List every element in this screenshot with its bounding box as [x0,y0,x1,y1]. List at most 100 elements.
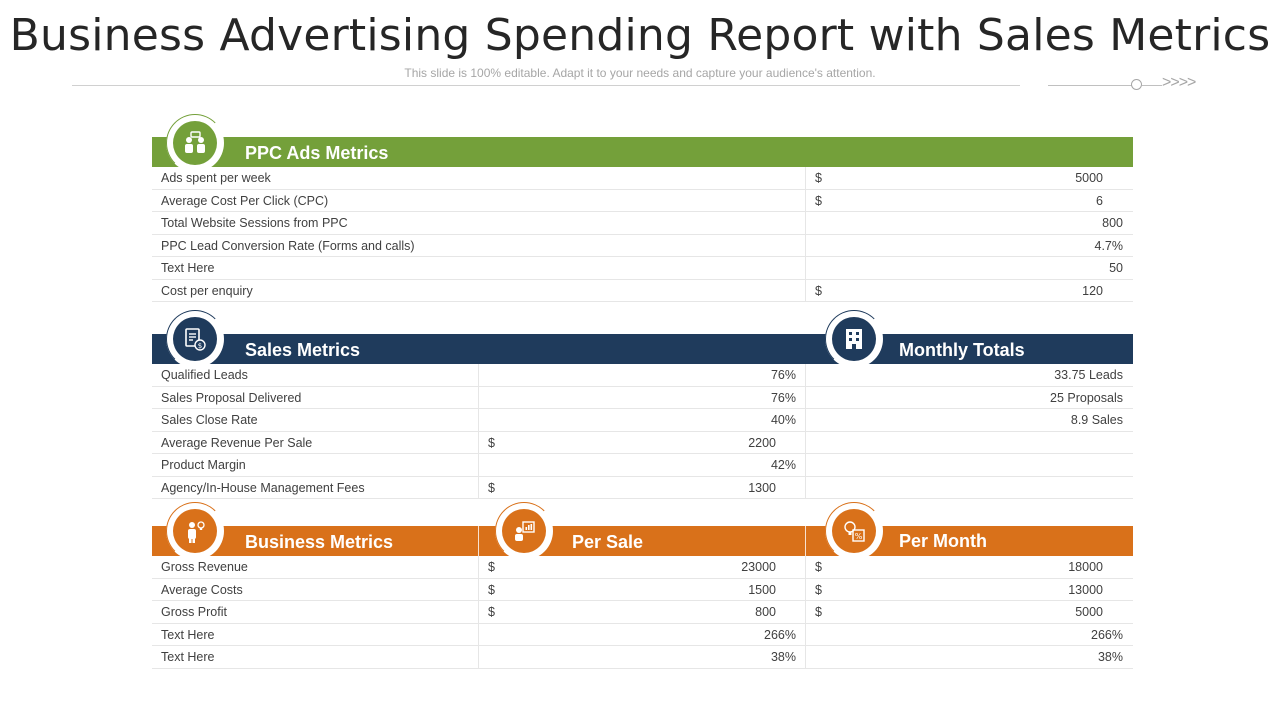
businessman-idea-icon [188,521,205,543]
row-value: 40% [770,413,796,427]
row-label: Average Cost Per Click (CPC) [161,193,329,208]
row-value: 42% [770,458,796,472]
row-label: Gross Profit [161,605,227,619]
row-label: Total Website Sessions from PPC [161,216,348,230]
business-metrics-header: Business Metrics Per Sale Per Month [152,526,1133,556]
row-currency: $ [815,283,822,298]
row-value: 4.7% [1094,238,1124,253]
row-per-month: 38% [1097,650,1123,664]
sales-metrics-header: Sales Metrics Monthly Totals [152,334,1133,364]
totals-icon-badge [825,310,883,368]
row-per-month: 5000 [1075,605,1103,619]
row-currency: $ [815,193,822,208]
table-row: Gross Profit $ 800 $ 5000 [152,601,1133,624]
header-divider [72,85,1020,86]
ppc-metrics-table: Ads spent per week $ 5000 Average Cost P… [152,167,1133,302]
row-label: Gross Revenue [161,560,248,574]
chevron-arrows-icon: >>>> [1162,74,1196,91]
row-monthly-total [912,477,1123,499]
row-month-currency: $ [815,605,822,619]
row-label: Text Here [161,627,215,642]
table-row: Text Here 266% 266% [152,623,1133,646]
row-monthly-total: 8.9 Sales [1070,413,1123,427]
row-currency: $ [815,171,822,185]
row-per-month: 266% [1091,627,1123,642]
table-row: Gross Revenue $ 23000 $ 18000 [152,556,1133,579]
header-divider-right [1048,85,1132,86]
table-row: Ads spent per week $ 5000 [152,167,1133,190]
row-monthly-total: 33.75 Leads [1054,368,1123,382]
monthly-totals-title: Monthly Totals [899,340,1025,360]
table-row: Average Revenue Per Sale $ 2200 [152,431,1133,454]
row-sale-currency: $ [488,605,495,619]
row-label: Cost per enquiry [161,283,253,298]
row-currency: $ [488,435,495,450]
sales-metrics-title: Sales Metrics [245,340,361,360]
invoice-dollar-icon: $ [185,328,206,351]
sales-icon-badge: $ [166,310,224,368]
row-per-month: 13000 [1068,582,1103,597]
row-per-month: 18000 [1068,560,1103,574]
presentation-icon [515,521,535,541]
row-per-sale: 38% [770,650,796,664]
table-row: Text Here 38% 38% [152,646,1133,669]
row-label: Qualified Leads [161,368,248,382]
row-sale-currency: $ [488,560,495,574]
row-value: 120 [1082,283,1103,298]
sales-metrics-table: Qualified Leads 76% 33.75 Leads Sales Pr… [152,364,1133,499]
row-label: Ads spent per week [161,171,271,185]
ppc-metrics-title: PPC Ads Metrics [245,143,389,163]
per-month-icon-badge: % [825,502,883,560]
row-label: Agency/In-House Management Fees [161,480,365,495]
row-monthly-total [912,432,1123,454]
building-icon [846,329,862,349]
team-meeting-icon [185,131,205,153]
ppc-icon-badge [166,114,224,172]
row-label: Sales Close Rate [161,413,258,427]
per-sale-icon-badge [495,502,553,560]
row-label: Average Costs [161,582,243,597]
page-subtitle: This slide is 100% editable. Adapt it to… [404,66,876,80]
divider-circle-icon [1131,79,1142,90]
row-monthly-total: 25 Proposals [1050,390,1123,405]
table-row: Cost per enquiry $ 120 [152,279,1133,302]
svg-text:$: $ [198,342,202,350]
row-sale-currency: $ [488,582,495,597]
row-label: Product Margin [161,458,246,472]
ppc-metrics-header: PPC Ads Metrics [152,137,1133,167]
table-row: Average Costs $ 1500 $ 13000 [152,578,1133,601]
row-month-currency: $ [815,560,822,574]
table-row: Product Margin 42% [152,454,1133,477]
row-value: 800 [1102,216,1123,230]
table-row: Total Website Sessions from PPC 800 [152,212,1133,235]
table-row: PPC Lead Conversion Rate (Forms and call… [152,234,1133,257]
row-label: Text Here [161,650,215,664]
row-label: Average Revenue Per Sale [161,435,313,450]
row-per-sale: 266% [764,627,796,642]
per-sale-title: Per Sale [572,532,644,552]
row-label: Sales Proposal Delivered [161,390,302,405]
row-monthly-total [912,454,1123,476]
row-value: 5000 [1075,171,1103,185]
page-title: Business Advertising Spending Report wit… [9,10,1271,61]
business-metrics-title: Business Metrics [245,532,394,552]
row-value: 6 [1096,193,1103,208]
business-icon-badge [166,502,224,560]
table-row: Agency/In-House Management Fees $ 1300 [152,476,1133,499]
table-row: Average Cost Per Click (CPC) $ 6 [152,189,1133,212]
idea-percent-icon: % [844,521,865,542]
row-label: PPC Lead Conversion Rate (Forms and call… [161,238,415,253]
per-month-title: Per Month [899,531,987,551]
business-metrics-table: Gross Revenue $ 23000 $ 18000 Average Co… [152,556,1133,669]
row-value: 50 [1109,261,1123,275]
row-currency: $ [488,480,495,495]
row-per-sale: 1500 [748,582,776,597]
row-value: 76% [770,390,796,405]
svg-text:%: % [855,532,863,541]
row-value: 76% [770,368,796,382]
row-value: 1300 [748,480,776,495]
row-value: 2200 [748,435,776,450]
table-row: Text Here 50 [152,257,1133,280]
row-per-sale: 800 [755,605,776,619]
row-label: Text Here [161,261,215,275]
